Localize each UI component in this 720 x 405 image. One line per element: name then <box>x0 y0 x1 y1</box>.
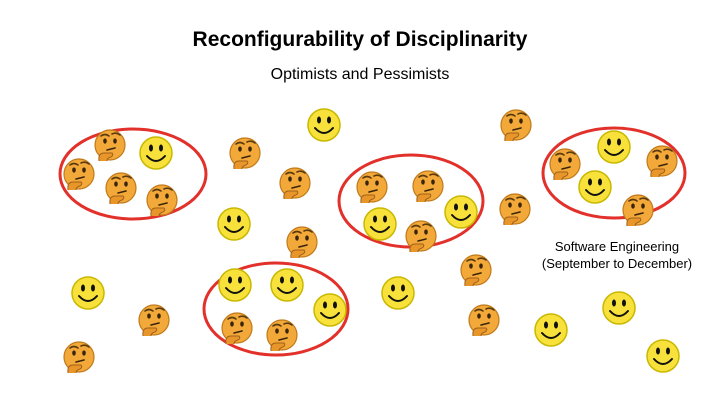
group-ring <box>202 261 350 357</box>
smiley-face-icon <box>139 136 173 170</box>
thinking-face-icon <box>221 312 253 345</box>
caption-line-2: (September to December) <box>541 256 693 271</box>
thinking-face-icon <box>412 170 444 203</box>
slide-title: Reconfigurability of Disciplinarity <box>192 28 528 51</box>
thinking-face-icon <box>499 193 531 226</box>
thinking-face-icon <box>622 194 654 227</box>
thinking-face-icon <box>105 172 137 205</box>
thinking-face-icon <box>646 145 678 178</box>
smiley-face-icon <box>646 339 680 373</box>
thinking-face-icon <box>229 137 261 170</box>
smiley-face-icon <box>578 170 612 204</box>
thinking-face-icon <box>405 220 437 253</box>
thinking-face-icon <box>549 148 581 181</box>
thinking-face-icon <box>266 319 298 352</box>
thinking-face-icon <box>500 109 532 142</box>
group-ring <box>58 127 208 221</box>
smiley-face-icon <box>71 276 105 310</box>
thinking-face-icon <box>94 129 126 162</box>
thinking-face-icon <box>63 341 95 374</box>
smiley-face-icon <box>602 291 636 325</box>
smiley-face-icon <box>363 207 397 241</box>
smiley-face-icon <box>534 313 568 347</box>
thinking-face-icon <box>286 226 318 259</box>
thinking-face-icon <box>146 184 178 217</box>
smiley-face-icon <box>217 207 251 241</box>
thinking-face-icon <box>279 167 311 200</box>
smiley-face-icon <box>270 268 304 302</box>
smiley-face-icon <box>307 108 341 142</box>
group-ring <box>541 126 687 220</box>
slide-subtitle: Optimists and Pessimists <box>270 66 450 83</box>
thinking-face-icon <box>63 158 95 191</box>
thinking-face-icon <box>468 304 500 337</box>
thinking-face-icon <box>460 254 492 287</box>
diagram-caption: Software Engineering (September to Decem… <box>522 238 712 272</box>
smiley-face-icon <box>444 195 478 229</box>
smiley-face-icon <box>218 268 252 302</box>
caption-line-1: Software Engineering <box>554 239 680 254</box>
smiley-face-icon <box>381 276 415 310</box>
thinking-face-icon <box>138 304 170 337</box>
thinking-face-icon <box>356 171 388 204</box>
smiley-face-icon <box>597 130 631 164</box>
smiley-face-icon <box>313 293 347 327</box>
